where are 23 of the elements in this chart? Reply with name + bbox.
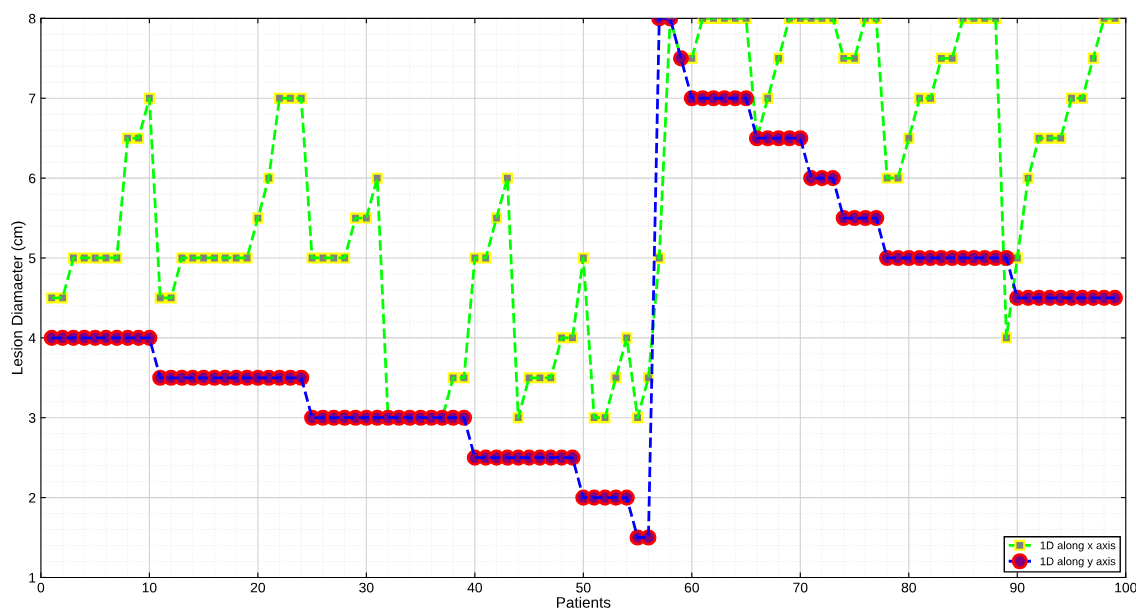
legend-label: 1D along x axis [1040,541,1116,552]
y-tick-label: 1 [29,572,36,583]
x-tick-label: 90 [1010,582,1025,593]
x-tick-label: 10 [142,582,157,593]
y-tick-label: 6 [29,173,36,184]
y-tick-label: 8 [28,13,36,24]
y-tick-label: 4 [28,333,36,343]
x-tick-label: 80 [901,582,916,593]
legend-label: 1D along y axis [1040,557,1116,568]
y-tick-label: 2 [29,492,36,503]
x-tick-label: 30 [359,582,374,593]
x-tick-label: 70 [793,582,808,593]
y-axis-title: Lesion Diamaeter (cm) [11,221,26,374]
x-tick-label: 50 [576,582,591,593]
x-axis-title: Patients [556,596,611,608]
x-tick-label: 0 [37,582,45,593]
x-tick-label: 20 [250,582,266,593]
x-tick-label: 100 [1115,582,1136,593]
y-tick-label: 7 [29,93,36,104]
x-tick-label: 40 [467,582,483,593]
x-tick-label: 60 [684,582,700,593]
y-tick-label: 5 [28,253,36,264]
y-tick-label: 3 [28,413,36,423]
